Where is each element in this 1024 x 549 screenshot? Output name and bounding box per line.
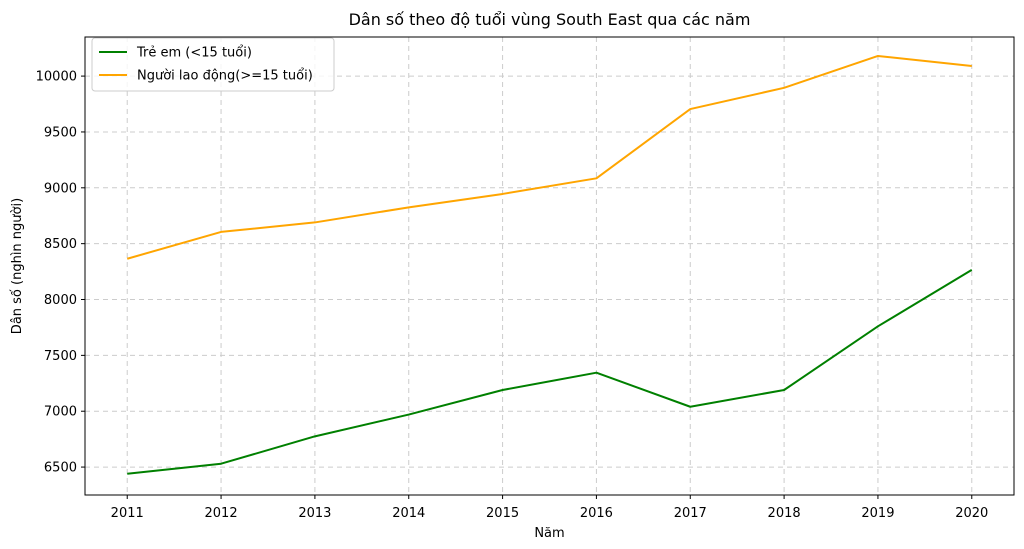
legend-label-workers: Người lao động(>=15 tuổi) [137,69,313,84]
y-tick-label: 9000 [44,181,77,196]
x-tick-label: 2017 [674,506,707,521]
y-tick-label: 6500 [44,461,77,476]
x-tick-label: 2018 [768,506,801,521]
y-tick-label: 10000 [36,70,77,85]
axis-ticks: 2011 2012 2013 2014 2015 2016 2017 2018 2019 2020… [36,70,989,521]
plot-frame [84,36,1015,496]
series-lines [126,54,973,475]
series-line-workers [126,54,972,260]
y-tick-label: 7500 [44,349,77,364]
x-tick-label: 2019 [861,506,894,521]
x-tick-label: 2015 [486,506,519,521]
chart-title: Dân số theo độ tuổi vùng South East qua … [349,10,751,29]
legend-label-children: Trẻ em (<15 tuổi) [136,46,252,61]
grid-lines [85,37,1014,495]
x-tick-label: 2012 [205,506,238,521]
legend-box [91,37,335,92]
legend: Trẻ em (<15 tuổi) Người lao động(>=15 tu… [91,37,335,92]
y-axis-label: Dân số (nghìn người) [10,198,25,334]
x-tick-label: 2016 [580,506,613,521]
y-tick-label: 8500 [44,237,77,252]
x-tick-label: 2011 [111,506,144,521]
series-line-children [127,269,973,475]
y-tick-label: 9500 [44,125,77,140]
x-tick-label: 2013 [298,506,331,521]
x-axis-label: Năm [534,526,564,541]
y-tick-label: 8000 [44,293,77,308]
y-tick-label: 7000 [44,405,77,420]
x-tick-label: 2020 [955,506,988,521]
x-tick-label: 2014 [392,506,425,521]
